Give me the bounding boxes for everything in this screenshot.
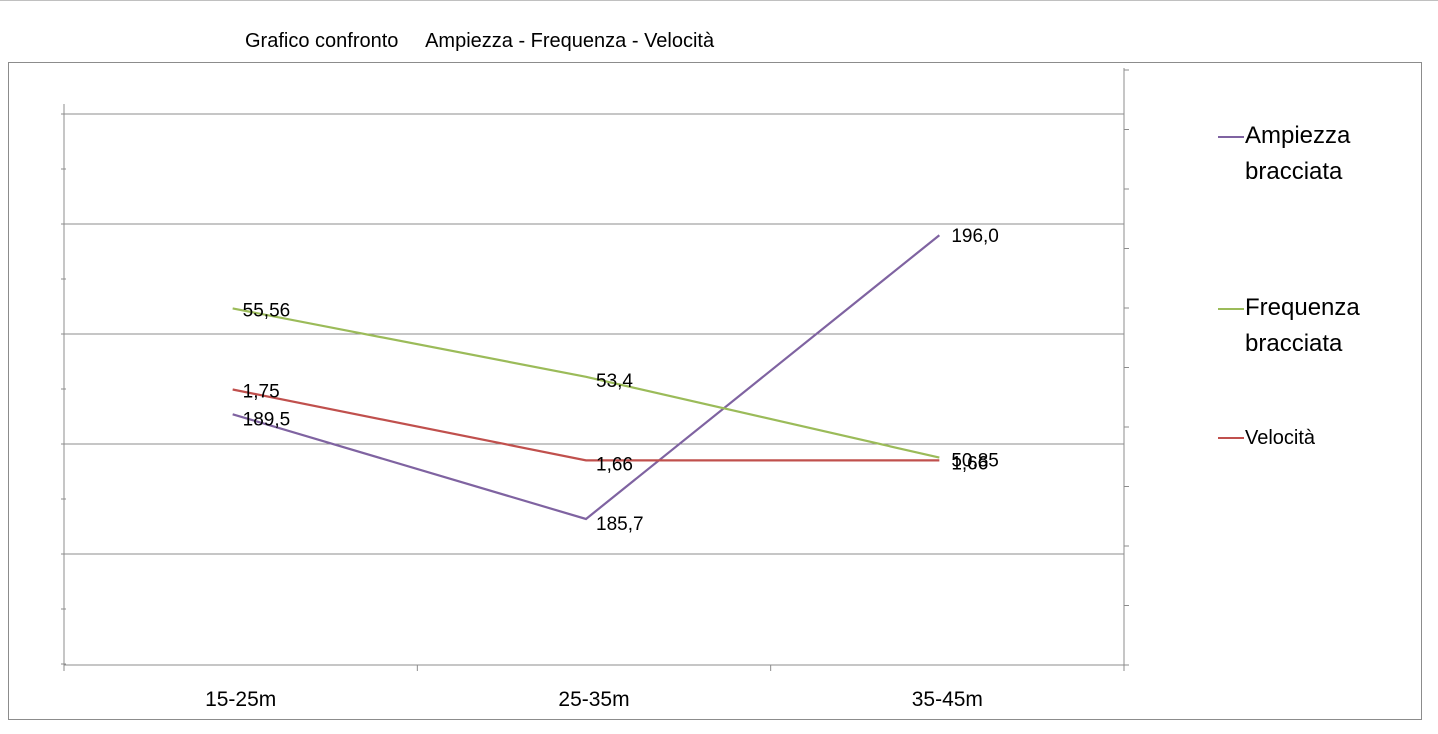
legend-swatch-frequenza (1218, 308, 1244, 310)
data-label: 185,7 (596, 514, 644, 535)
chart-title: Grafico confronto Ampiezza - Frequenza -… (245, 30, 715, 52)
x-tick-labels: 15-25m 25-35m 35-45m (205, 688, 983, 711)
data-label: 1,66 (596, 454, 633, 475)
x-tick-label: 35-45m (912, 688, 983, 711)
x-tick-label: 25-35m (558, 688, 629, 711)
axes (61, 68, 1129, 671)
data-label: 53,4 (596, 371, 633, 392)
data-label: 189,5 (243, 409, 291, 430)
data-label: 50,85 (951, 451, 999, 472)
x-tick-label: 15-25m (205, 688, 276, 711)
series-line-1 (232, 307, 940, 459)
series-line-2 (232, 388, 940, 462)
top-divider (0, 0, 1438, 1)
legend-label-ampiezza: Ampiezza bracciata (1245, 122, 1351, 185)
legend-label-frequenza: Frequenza bracciata (1245, 294, 1360, 357)
legend-swatch-ampiezza (1218, 136, 1244, 138)
data-label: 196,0 (951, 226, 999, 247)
data-label: 1,66 (951, 453, 988, 474)
data-labels: 189,5 185,7 196,0 55,56 53,4 50,85 1,75 1,66 1,6… (243, 226, 999, 535)
data-label: 55,56 (243, 300, 291, 321)
gridlines (64, 113, 1124, 555)
chart-area (8, 62, 1422, 720)
legend-swatch-velocita (1218, 437, 1244, 439)
legend-label-velocita: Velocità (1245, 427, 1316, 449)
series-lines (232, 234, 941, 521)
data-label: 1,75 (243, 382, 280, 403)
